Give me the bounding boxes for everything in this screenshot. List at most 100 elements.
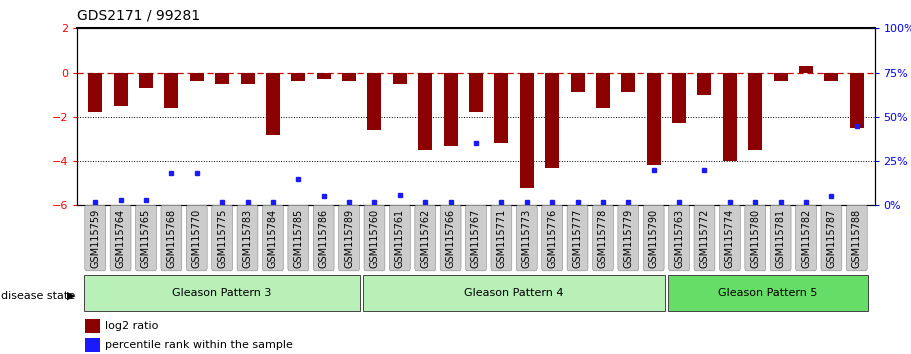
Text: Gleason Pattern 4: Gleason Pattern 4 xyxy=(465,288,564,298)
Bar xyxy=(495,73,508,143)
FancyBboxPatch shape xyxy=(211,205,232,271)
Text: GSM115766: GSM115766 xyxy=(445,209,456,268)
Text: GSM115775: GSM115775 xyxy=(217,209,227,268)
FancyBboxPatch shape xyxy=(668,275,868,311)
FancyBboxPatch shape xyxy=(795,205,816,271)
FancyBboxPatch shape xyxy=(846,205,867,271)
Text: GSM115763: GSM115763 xyxy=(674,209,684,268)
Bar xyxy=(570,73,585,92)
Bar xyxy=(367,73,382,130)
Text: GSM115767: GSM115767 xyxy=(471,209,481,268)
Text: GSM115768: GSM115768 xyxy=(167,209,177,268)
Bar xyxy=(469,73,483,113)
FancyBboxPatch shape xyxy=(84,275,361,311)
Bar xyxy=(748,73,763,150)
Bar xyxy=(596,73,609,108)
Text: GSM115771: GSM115771 xyxy=(496,209,507,268)
Text: percentile rank within the sample: percentile rank within the sample xyxy=(106,341,293,350)
FancyBboxPatch shape xyxy=(669,205,690,271)
Text: GSM115787: GSM115787 xyxy=(826,209,836,268)
FancyBboxPatch shape xyxy=(821,205,842,271)
Bar xyxy=(545,73,559,168)
Bar xyxy=(672,73,686,124)
FancyBboxPatch shape xyxy=(339,205,360,271)
Bar xyxy=(139,73,153,88)
Text: GSM115789: GSM115789 xyxy=(344,209,354,268)
FancyBboxPatch shape xyxy=(110,205,131,271)
Bar xyxy=(621,73,635,92)
Text: GSM115788: GSM115788 xyxy=(852,209,862,268)
FancyBboxPatch shape xyxy=(237,205,258,271)
Text: GSM115781: GSM115781 xyxy=(775,209,785,268)
FancyBboxPatch shape xyxy=(136,205,157,271)
FancyBboxPatch shape xyxy=(694,205,715,271)
Text: GSM115784: GSM115784 xyxy=(268,209,278,268)
Bar xyxy=(86,338,100,352)
Text: GSM115783: GSM115783 xyxy=(242,209,252,268)
Bar xyxy=(418,73,432,150)
Bar xyxy=(444,73,457,145)
Bar xyxy=(317,73,331,79)
Bar xyxy=(520,73,534,188)
Text: GSM115779: GSM115779 xyxy=(623,209,633,268)
Text: GSM115770: GSM115770 xyxy=(191,209,201,268)
Text: GSM115777: GSM115777 xyxy=(572,209,582,268)
Text: Gleason Pattern 5: Gleason Pattern 5 xyxy=(718,288,818,298)
Text: GSM115778: GSM115778 xyxy=(598,209,608,268)
Bar xyxy=(266,73,280,135)
Bar xyxy=(88,73,102,113)
Bar xyxy=(850,73,864,128)
FancyBboxPatch shape xyxy=(313,205,334,271)
Bar xyxy=(189,73,204,81)
FancyBboxPatch shape xyxy=(643,205,664,271)
Bar xyxy=(164,73,179,108)
FancyBboxPatch shape xyxy=(466,205,486,271)
FancyBboxPatch shape xyxy=(517,205,537,271)
Text: GSM115782: GSM115782 xyxy=(801,209,811,268)
FancyBboxPatch shape xyxy=(364,205,384,271)
Text: GSM115773: GSM115773 xyxy=(522,209,532,268)
FancyBboxPatch shape xyxy=(187,205,207,271)
Bar xyxy=(647,73,660,166)
Bar xyxy=(773,73,788,81)
Bar xyxy=(114,73,128,106)
FancyBboxPatch shape xyxy=(568,205,588,271)
FancyBboxPatch shape xyxy=(262,205,283,271)
Text: GSM115780: GSM115780 xyxy=(751,209,761,268)
Text: GSM115762: GSM115762 xyxy=(420,209,430,268)
FancyBboxPatch shape xyxy=(618,205,639,271)
FancyBboxPatch shape xyxy=(491,205,512,271)
Bar xyxy=(698,73,711,95)
Bar xyxy=(722,73,737,161)
Text: Gleason Pattern 3: Gleason Pattern 3 xyxy=(172,288,271,298)
Text: log2 ratio: log2 ratio xyxy=(106,321,159,331)
FancyBboxPatch shape xyxy=(389,205,410,271)
FancyBboxPatch shape xyxy=(440,205,461,271)
FancyBboxPatch shape xyxy=(720,205,741,271)
FancyBboxPatch shape xyxy=(542,205,563,271)
Text: ▶: ▶ xyxy=(67,291,75,301)
Text: GSM115776: GSM115776 xyxy=(548,209,558,268)
Bar xyxy=(343,73,356,81)
FancyBboxPatch shape xyxy=(415,205,435,271)
Text: GSM115765: GSM115765 xyxy=(141,209,151,268)
Bar xyxy=(292,73,305,81)
Text: GSM115790: GSM115790 xyxy=(649,209,659,268)
Text: GDS2171 / 99281: GDS2171 / 99281 xyxy=(77,9,200,23)
FancyBboxPatch shape xyxy=(288,205,309,271)
FancyBboxPatch shape xyxy=(770,205,791,271)
Text: GSM115760: GSM115760 xyxy=(370,209,380,268)
FancyBboxPatch shape xyxy=(592,205,613,271)
Bar xyxy=(215,73,230,84)
FancyBboxPatch shape xyxy=(363,275,665,311)
Text: GSM115759: GSM115759 xyxy=(90,209,100,268)
Text: GSM115764: GSM115764 xyxy=(116,209,126,268)
Bar xyxy=(241,73,254,84)
Text: GSM115785: GSM115785 xyxy=(293,209,303,268)
Bar xyxy=(824,73,838,81)
Bar xyxy=(799,66,813,73)
Text: GSM115772: GSM115772 xyxy=(700,209,710,268)
Bar xyxy=(86,319,100,333)
Text: GSM115761: GSM115761 xyxy=(394,209,404,268)
Text: GSM115786: GSM115786 xyxy=(319,209,329,268)
